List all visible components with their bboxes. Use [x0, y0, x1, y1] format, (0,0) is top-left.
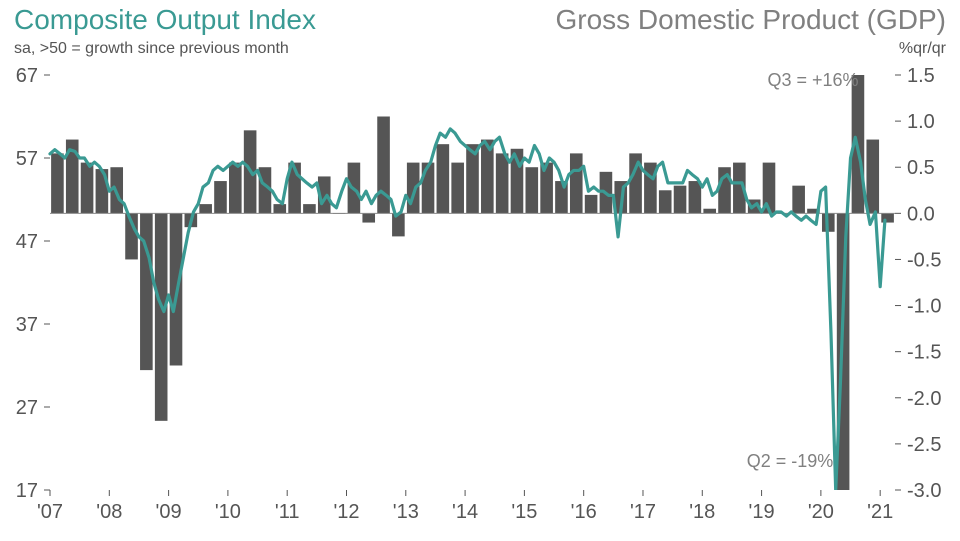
- gdp-bar: [199, 204, 212, 213]
- gdp-bar: [718, 167, 731, 213]
- y-right-label: 1.0: [907, 111, 935, 133]
- plot-area: 17 27 37 47 57 67 -3.0 -2.5 -2.0 -1.5 -1.0 -0.5 0.0 0…: [0, 0, 960, 541]
- gdp-bar: [881, 213, 894, 222]
- gdp-bar: [362, 213, 375, 222]
- x-label: '10: [215, 501, 241, 523]
- gdp-bar: [451, 163, 464, 214]
- gdp-bar: [140, 213, 153, 370]
- x-label: '07: [37, 501, 63, 523]
- gdp-bar: [540, 163, 553, 214]
- y-right-label: -1.0: [907, 296, 941, 318]
- y-right-label: -2.0: [907, 388, 941, 410]
- gdp-bar: [155, 213, 168, 420]
- annotation-label: Q2 = -19%: [747, 451, 834, 471]
- y-right-label: -1.5: [907, 342, 941, 364]
- gdp-bar: [792, 186, 805, 214]
- x-label: '14: [452, 501, 478, 523]
- y-left-label: 57: [16, 148, 38, 170]
- x-label: '11: [275, 501, 300, 523]
- y-left-label: 17: [16, 480, 38, 502]
- x-label: '21: [867, 501, 893, 523]
- y-right-label: 0.0: [907, 203, 935, 225]
- y-right-label: -3.0: [907, 480, 941, 502]
- y-left-label: 27: [16, 397, 38, 419]
- gdp-bar: [674, 186, 687, 214]
- gdp-bar: [303, 204, 316, 213]
- gdp-bar: [214, 181, 227, 213]
- x-label: '18: [689, 501, 715, 523]
- gdp-bar: [525, 167, 538, 213]
- gdp-bar: [703, 209, 716, 214]
- x-label: '20: [808, 501, 834, 523]
- gdp-bar: [481, 140, 494, 214]
- x-label: '09: [156, 501, 182, 523]
- gdp-bar: [689, 181, 702, 213]
- x-label: '16: [571, 501, 597, 523]
- gdp-bar: [407, 163, 420, 214]
- y-right-label: 0.5: [907, 157, 935, 179]
- gdp-bar: [585, 195, 598, 213]
- x-label: '15: [511, 501, 537, 523]
- x-label: '17: [630, 501, 656, 523]
- annotation-label: Q3 = +16%: [768, 70, 859, 90]
- y-right-label: -0.5: [907, 249, 941, 271]
- gdp-bar: [866, 140, 879, 214]
- gdp-bar: [273, 204, 286, 213]
- gdp-bar: [422, 163, 435, 214]
- x-label: '12: [333, 501, 359, 523]
- gdp-bar: [570, 153, 583, 213]
- chart-container: Composite Output Index Gross Domestic Pr…: [0, 0, 960, 541]
- gdp-bar: [229, 163, 242, 214]
- y-left-label: 67: [16, 65, 38, 87]
- gdp-bar: [51, 153, 64, 213]
- gdp-bar: [81, 163, 94, 214]
- y-left-label: 47: [16, 231, 38, 253]
- gdp-bar: [392, 213, 405, 236]
- x-label: '19: [749, 501, 775, 523]
- y-right-label: -2.5: [907, 434, 941, 456]
- gdp-bar: [659, 190, 672, 213]
- x-label: '13: [393, 501, 419, 523]
- x-label: '08: [96, 501, 122, 523]
- gdp-bar: [437, 144, 450, 213]
- gdp-bar: [466, 144, 479, 213]
- y-left-label: 37: [16, 314, 38, 336]
- gdp-bar: [496, 153, 509, 213]
- y-right-label: 1.5: [907, 65, 935, 87]
